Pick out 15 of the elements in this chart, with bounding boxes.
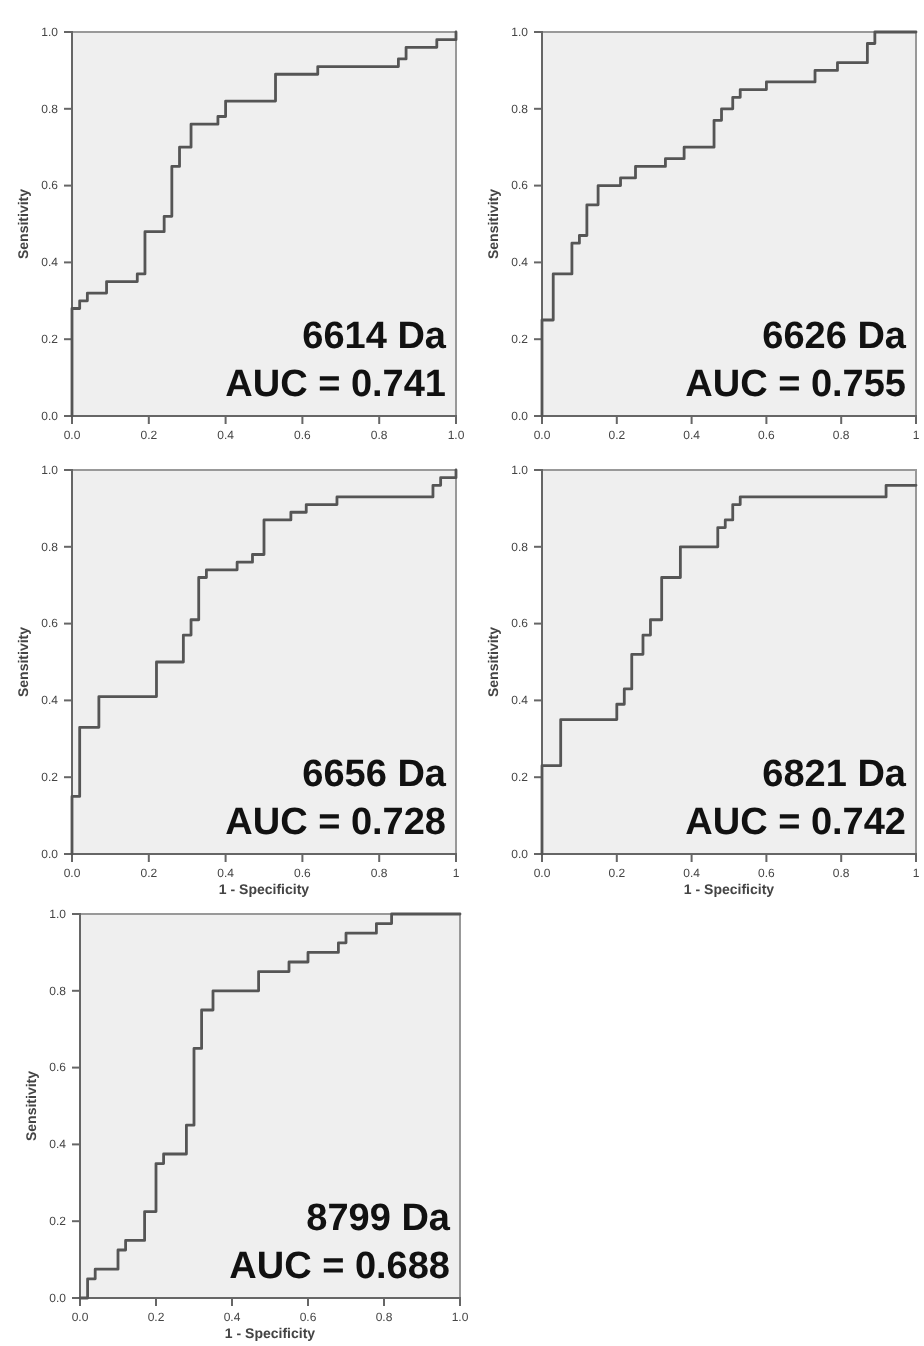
annotation: AUC = 0.755 xyxy=(685,364,907,406)
annotation: 6656 Da xyxy=(302,754,447,796)
annotation: 6614 Da xyxy=(302,316,447,358)
annotation: 6821 Da xyxy=(762,754,907,796)
line-series xyxy=(70,468,458,856)
annotation: 6626 Da xyxy=(762,316,907,358)
line-series xyxy=(78,912,462,1300)
line-series xyxy=(540,483,918,856)
line-series xyxy=(540,30,918,418)
annotation: AUC = 0.688 xyxy=(229,1246,450,1288)
line-series xyxy=(70,30,458,418)
annotation: AUC = 0.742 xyxy=(685,802,906,844)
annotation: AUC = 0.741 xyxy=(225,364,447,406)
annotation: AUC = 0.728 xyxy=(225,802,446,844)
annotation: 8799 Da xyxy=(306,1198,451,1240)
